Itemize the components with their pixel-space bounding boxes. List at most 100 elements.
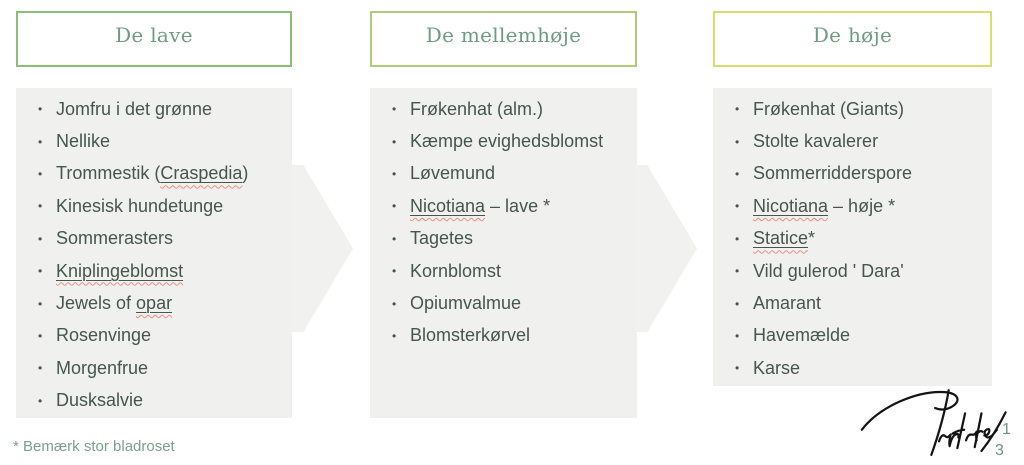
plant-item-label: Vild gulerod ' Dara'	[753, 260, 904, 281]
plant-item-label: Sommerridderspore	[753, 163, 913, 184]
plant-item-label: Havemælde	[753, 325, 851, 346]
plant-item-label: Jewels of opar	[56, 293, 173, 314]
plant-item: • Kniplingeblomst	[38, 255, 286, 287]
plant-item-label: Frøkenhat (Giants)	[753, 98, 905, 119]
bullet-icon: •	[38, 296, 43, 311]
plant-item-label: Statice*	[753, 228, 816, 249]
plant-item: • Blomsterkørvel	[392, 320, 631, 352]
header-box-de-mellemhoje: De mellemhøje	[370, 11, 637, 67]
plant-item-label: Løvemund	[410, 163, 496, 184]
column-title: De mellemhøje	[425, 23, 582, 47]
signature-cross-stroke	[980, 411, 1007, 453]
plant-item-label: Jomfru i det grønne	[56, 98, 213, 119]
plant-item: • Jomfru i det grønne	[38, 93, 286, 125]
plant-item: • Jewels of opar	[38, 287, 286, 319]
arrow-right-icon	[291, 165, 353, 332]
plant-item-label: Morgenfrue	[56, 357, 149, 378]
bullet-icon: •	[392, 134, 397, 149]
bullet-icon: •	[735, 102, 740, 117]
header-box-de-lave: De lave	[16, 11, 292, 67]
bullet-icon: •	[392, 264, 397, 279]
plant-item: • Trommestik (Craspedia)	[38, 158, 286, 190]
plant-item: • Morgenfrue	[38, 352, 286, 384]
plant-item: • Nicotiana – høje *	[735, 190, 986, 222]
bullet-icon: •	[38, 393, 43, 408]
plant-item-label: Kæmpe evighedsblomst	[410, 131, 604, 152]
bullet-icon: •	[735, 231, 740, 246]
signature-plantelier-logo	[860, 389, 1007, 456]
bullet-icon: •	[38, 102, 43, 117]
column-de-lave: De lave • Jomfru i det grønne • Nellike • Tro…	[16, 0, 292, 465]
arrow-right-icon	[635, 165, 697, 332]
plant-item-label: Kniplingeblomst	[56, 260, 184, 281]
column-de-hoje: De høje • Frøkenhat (Giants) • Stolte kaval…	[713, 0, 992, 465]
bullet-icon: •	[38, 134, 43, 149]
bullet-icon: •	[38, 199, 43, 214]
plant-item: • Kæmpe evighedsblomst	[392, 125, 631, 157]
column-title: De høje	[812, 23, 893, 47]
plant-list-de-mellemhoje: • Frøkenhat (alm.) • Kæmpe evighedsblomst • L…	[392, 93, 631, 352]
plant-item: • Vild gulerod ' Dara'	[735, 255, 986, 287]
footnote: * Bemærk stor bladroset	[13, 438, 175, 455]
plant-item-label: Nellike	[56, 131, 111, 152]
plant-item-label: Tagetes	[410, 228, 474, 249]
page-number: 3	[995, 442, 1004, 459]
plant-item: • Rosenvinge	[38, 320, 286, 352]
plant-item-label: Stolte kavalerer	[753, 131, 879, 152]
bullet-icon: •	[392, 199, 397, 214]
bullet-icon: •	[735, 361, 740, 376]
plant-item: • Dusksalvie	[38, 385, 286, 417]
plant-item-label: Dusksalvie	[56, 390, 144, 411]
plant-item: • Stolte kavalerer	[735, 125, 986, 157]
signature-stem	[930, 389, 950, 456]
plant-panel-de-mellemhoje: • Frøkenhat (alm.) • Kæmpe evighedsblomst • L…	[370, 88, 637, 418]
bullet-icon: •	[38, 231, 43, 246]
plant-item: • Kornblomst	[392, 255, 631, 287]
plant-item: • Kinesisk hundetunge	[38, 190, 286, 222]
bullet-icon: •	[38, 166, 43, 181]
bullet-icon: •	[735, 199, 740, 214]
plant-item: • Nicotiana – lave *	[392, 190, 631, 222]
plant-panel-de-hoje: • Frøkenhat (Giants) • Stolte kavalerer • Som…	[713, 88, 992, 386]
plant-item-label: Trommestik (Craspedia)	[56, 163, 249, 184]
bullet-icon: •	[735, 134, 740, 149]
plant-item: • Løvemund	[392, 158, 631, 190]
header-box-de-hoje: De høje	[713, 11, 992, 67]
plant-item-label: Amarant	[753, 293, 822, 314]
plant-item-label: Karse	[753, 357, 801, 378]
plant-item-label: Rosenvinge	[56, 325, 152, 346]
plant-panel-de-lave: • Jomfru i det grønne • Nellike • Trommestik …	[16, 88, 292, 418]
plant-item: • Frøkenhat (alm.)	[392, 93, 631, 125]
bullet-icon: •	[392, 328, 397, 343]
plant-item-label: Nicotiana – høje *	[753, 195, 896, 216]
plant-item: • Nellike	[38, 125, 286, 157]
plant-item: • Havemælde	[735, 320, 986, 352]
plant-item: • Tagetes	[392, 223, 631, 255]
plant-item: • Sommerridderspore	[735, 158, 986, 190]
bullet-icon: •	[38, 264, 43, 279]
column-de-mellemhoje: De mellemhøje • Frøkenhat (alm.) • Kæmpe ev…	[370, 0, 637, 465]
bullet-icon: •	[392, 231, 397, 246]
plant-item-label: Opiumvalmue	[410, 293, 522, 314]
bullet-icon: •	[735, 264, 740, 279]
plant-item: • Opiumvalmue	[392, 287, 631, 319]
plant-item: • Frøkenhat (Giants)	[735, 93, 986, 125]
plant-item: • Karse	[735, 352, 986, 384]
overlay-number: 1	[1002, 421, 1011, 438]
bullet-icon: •	[38, 361, 43, 376]
plant-item: • Sommerasters	[38, 223, 286, 255]
signature-flourish	[860, 390, 959, 431]
column-title: De lave	[115, 23, 193, 47]
plant-list-de-hoje: • Frøkenhat (Giants) • Stolte kavalerer • Som…	[735, 93, 986, 385]
plant-item-label: Kornblomst	[410, 260, 502, 281]
bullet-icon: •	[735, 328, 740, 343]
bullet-icon: •	[392, 102, 397, 117]
bullet-icon: •	[392, 166, 397, 181]
plant-list-de-lave: • Jomfru i det grønne • Nellike • Trommestik …	[38, 93, 286, 417]
signature-letters	[937, 412, 999, 450]
plant-item-label: Sommerasters	[56, 228, 174, 249]
plant-item: • Statice*	[735, 223, 986, 255]
plant-item-label: Nicotiana – lave *	[410, 195, 551, 216]
bullet-icon: •	[735, 296, 740, 311]
